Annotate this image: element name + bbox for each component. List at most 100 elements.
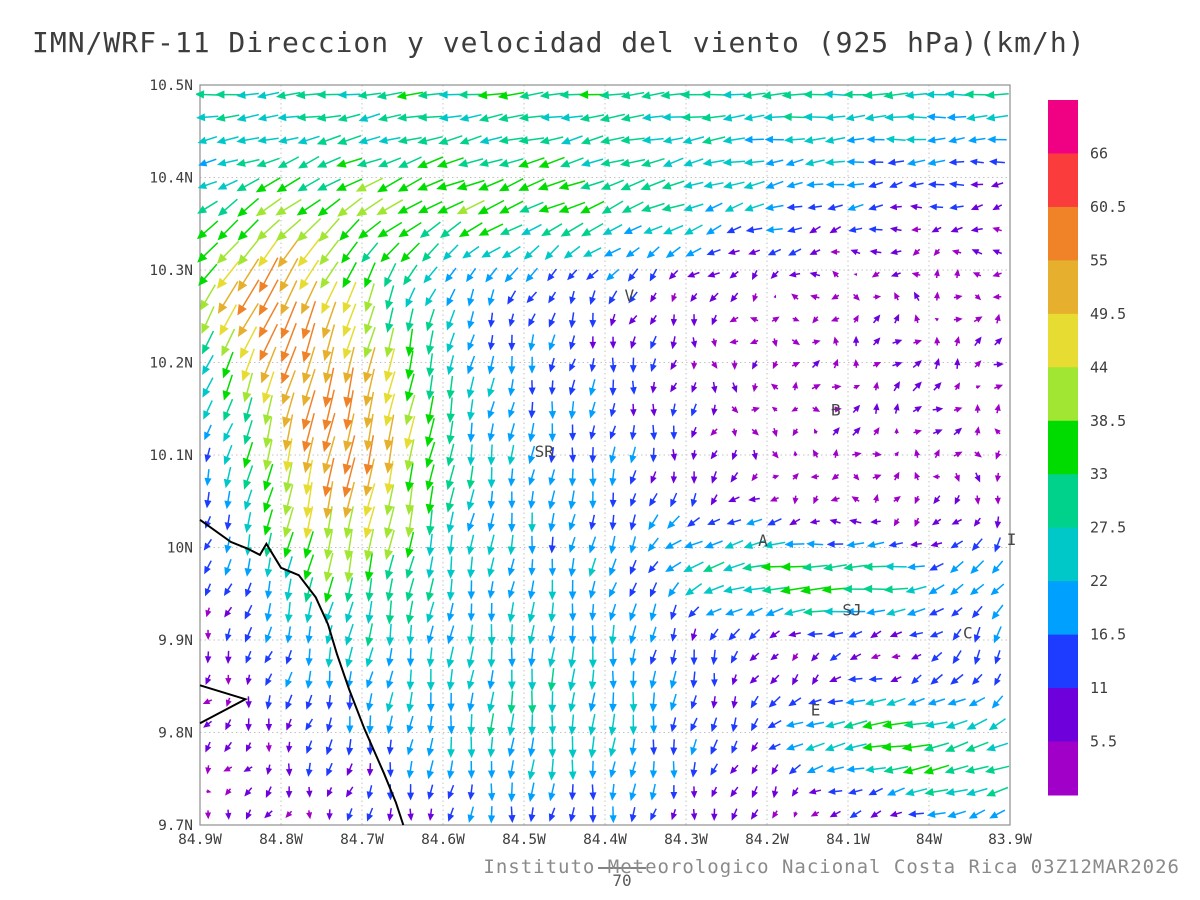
- wind-vector: [384, 529, 395, 561]
- station-label: SJ: [842, 600, 861, 619]
- wind-vector: [823, 607, 847, 616]
- wind-vector: [966, 787, 988, 797]
- wind-vector: [568, 668, 576, 692]
- wind-vector: [992, 203, 1003, 211]
- wind-vector: [703, 584, 725, 594]
- wind-vector: [749, 317, 759, 323]
- wind-vector: [926, 136, 946, 144]
- wind-vector: [447, 692, 455, 712]
- station-label: V: [624, 286, 634, 305]
- wind-vector: [911, 674, 922, 685]
- wind-vector: [478, 178, 504, 191]
- reference-vector-label: 70: [612, 871, 631, 890]
- wind-vector: [316, 113, 342, 122]
- wind-vector: [609, 379, 617, 396]
- wind-vector: [710, 739, 718, 755]
- wind-vector: [953, 316, 963, 323]
- wind-vector: [953, 406, 963, 413]
- wind-vector: [258, 302, 279, 338]
- wind-vector: [884, 113, 908, 122]
- wind-vector: [649, 314, 657, 326]
- wind-vector: [245, 696, 252, 709]
- wind-vector: [504, 267, 519, 283]
- wind-vector: [670, 785, 678, 800]
- wind-vector: [649, 649, 657, 665]
- wind-vector: [446, 625, 455, 645]
- wind-vector: [893, 496, 901, 503]
- wind-vector: [974, 294, 982, 301]
- colorbar-label: 22: [1090, 572, 1108, 590]
- colorbar-label: 49.5: [1090, 305, 1126, 323]
- wind-vector: [971, 605, 983, 619]
- wind-vector: [326, 762, 333, 777]
- wind-vector: [417, 201, 443, 214]
- wind-vector: [446, 288, 456, 307]
- wind-vector: [397, 200, 423, 214]
- wind-vector: [560, 222, 584, 237]
- wind-vector: [722, 158, 746, 167]
- wind-vector: [336, 134, 362, 145]
- wind-vector: [664, 539, 682, 549]
- wind-vector: [772, 450, 779, 459]
- wind-vector: [425, 395, 435, 425]
- wind-vector: [446, 602, 455, 622]
- wind-vector: [792, 381, 799, 391]
- wind-vector: [710, 428, 718, 436]
- wind-vector: [540, 113, 563, 122]
- wind-vector: [727, 248, 740, 256]
- wind-vector: [640, 202, 665, 213]
- wind-vector: [578, 90, 606, 99]
- wind-vector: [365, 623, 374, 647]
- wind-vector: [783, 608, 806, 617]
- wind-vector: [568, 557, 577, 577]
- wind-vector: [730, 471, 739, 483]
- wind-vector: [743, 113, 765, 122]
- wind-vector: [446, 669, 455, 691]
- wind-vector: [527, 580, 536, 600]
- wind-vector: [528, 356, 536, 374]
- wind-vector: [792, 316, 800, 322]
- wind-vector: [426, 737, 435, 757]
- wind-vector: [788, 248, 802, 256]
- wind-vector: [872, 314, 881, 324]
- wind-vector: [649, 603, 657, 622]
- wind-vector: [301, 280, 318, 315]
- colorbar-label: 5.5: [1090, 733, 1117, 751]
- wind-vector: [684, 224, 703, 235]
- wind-vector: [710, 763, 719, 776]
- wind-vector: [264, 602, 273, 623]
- wind-vector: [322, 367, 335, 408]
- wind-vector: [910, 203, 923, 211]
- wind-vector: [880, 742, 911, 752]
- wind-vector: [224, 606, 233, 618]
- wind-vector: [862, 584, 889, 594]
- wind-vector: [669, 670, 678, 689]
- wind-vector: [649, 692, 658, 713]
- wind-vector: [305, 626, 313, 644]
- wind-vector: [894, 427, 899, 434]
- wind-vector: [792, 652, 799, 662]
- wind-vector: [376, 91, 403, 100]
- wind-vector: [609, 514, 617, 531]
- wind-vector: [661, 113, 685, 122]
- wind-vector: [217, 158, 239, 167]
- wind-vector: [770, 674, 780, 685]
- wind-vector: [206, 789, 212, 794]
- wind-vector: [609, 468, 617, 487]
- wind-vector: [770, 270, 779, 280]
- wind-vector: [683, 181, 704, 189]
- wind-vector: [406, 648, 415, 667]
- wind-vector: [569, 603, 577, 622]
- wind-vector: [908, 630, 924, 638]
- wind-vector: [568, 736, 577, 759]
- wind-vector: [568, 579, 577, 601]
- wind-vector: [670, 449, 678, 462]
- wind-vector: [814, 428, 818, 434]
- wind-vector: [648, 514, 659, 531]
- wind-vector: [487, 557, 495, 578]
- wind-vector: [914, 471, 921, 481]
- wind-vector: [285, 786, 293, 799]
- wind-vector: [225, 719, 232, 731]
- wind-vector: [630, 380, 637, 395]
- wind-vector: [417, 113, 443, 122]
